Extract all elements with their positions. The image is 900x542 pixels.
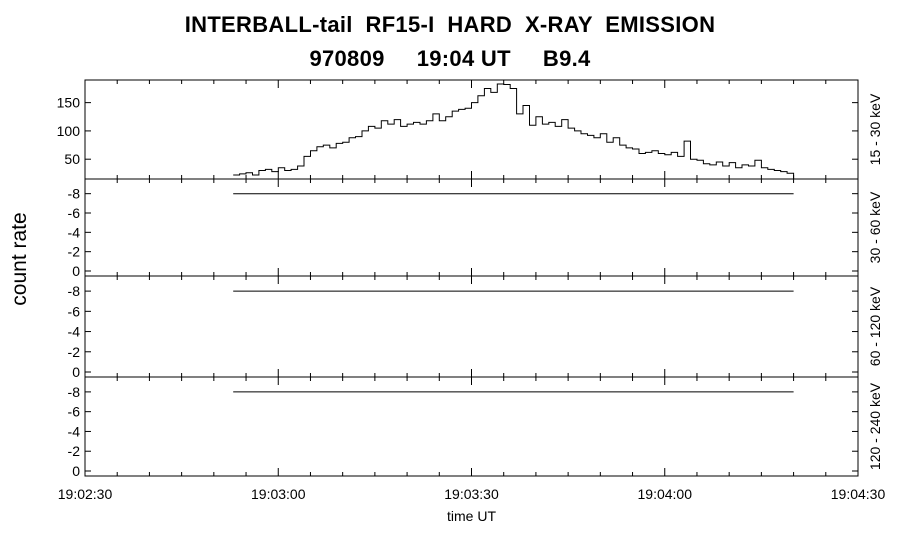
x-tick-label: 19:04:30 [831, 486, 886, 502]
y-tick-label: -6 [68, 205, 81, 221]
y-tick-label: -8 [68, 186, 81, 202]
y-tick-label: -2 [68, 244, 81, 260]
y-tick-label: 50 [64, 151, 80, 167]
y-tick-label: 0 [72, 364, 80, 380]
x-axis-label: time UT [447, 508, 496, 524]
y-tick-label: -4 [68, 324, 81, 340]
panel-band-label: 15 - 30 keV [867, 93, 883, 165]
y-tick-label: 150 [57, 95, 81, 111]
series-line [233, 83, 795, 179]
panel-band-label: 60 - 120 keV [867, 286, 883, 366]
y-tick-label: 100 [57, 123, 81, 139]
y-tick-label: 0 [72, 263, 80, 279]
chart-title-line-1: INTERBALL-tail RF15-I HARD X-RAY EMISSIO… [184, 12, 716, 37]
y-tick-label: -8 [68, 384, 81, 400]
x-tick-label: 19:03:00 [251, 486, 306, 502]
y-tick-label: -4 [68, 224, 81, 240]
y-tick-label: -6 [68, 404, 81, 420]
y-tick-label: -8 [68, 283, 81, 299]
x-tick-label: 19:03:30 [444, 486, 499, 502]
x-tick-label: 19:04:00 [638, 486, 693, 502]
x-tick-label: 19:02:30 [58, 486, 113, 502]
panel-band-label: 30 - 60 keV [867, 191, 883, 263]
panel-band-label: 120 - 240 keV [867, 382, 883, 470]
y-tick-label: -2 [68, 344, 81, 360]
chart-title-line-2: 970809 19:04 UT B9.4 [309, 46, 591, 71]
y-tick-label: 0 [72, 463, 80, 479]
y-axis-label: count rate [8, 212, 31, 305]
panel-frame [84, 79, 859, 180]
y-tick-label: -2 [68, 443, 81, 459]
y-tick-label: -6 [68, 303, 81, 319]
y-tick-label: -4 [68, 423, 81, 439]
